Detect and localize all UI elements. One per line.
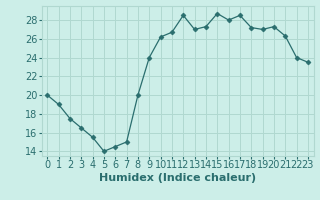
X-axis label: Humidex (Indice chaleur): Humidex (Indice chaleur) <box>99 173 256 183</box>
